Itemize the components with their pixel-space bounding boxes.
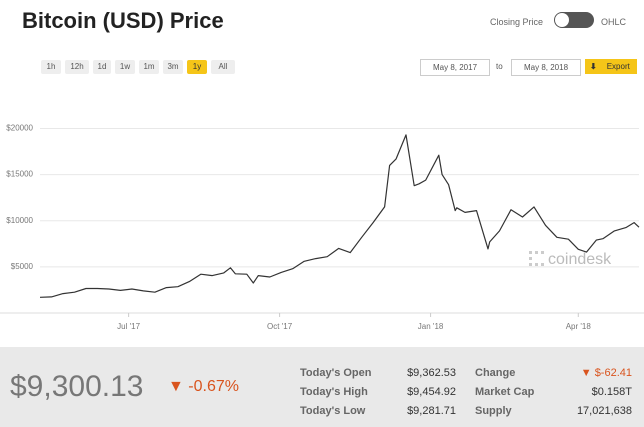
range-button[interactable]: 1y xyxy=(187,60,207,74)
x-tick-label: Apr '18 xyxy=(566,322,592,331)
stat-value: 17,021,638 xyxy=(576,405,632,417)
watermark-text: coindesk xyxy=(548,251,612,268)
stat-label: Today's High xyxy=(300,386,368,398)
stat-value: ▼ $-62.41 xyxy=(580,367,632,379)
range-button[interactable]: 1h xyxy=(41,60,61,74)
x-tick-label: Jan '18 xyxy=(418,322,444,331)
stat-value: $9,362.53 xyxy=(407,367,456,379)
range-button[interactable]: 1d xyxy=(93,60,111,74)
stat-value: $9,281.71 xyxy=(407,405,456,417)
y-tick-label: $10000 xyxy=(6,216,33,225)
watermark xyxy=(529,251,544,266)
stat-value: $9,454.92 xyxy=(407,386,456,398)
title: Bitcoin (USD) Price xyxy=(22,8,224,33)
stats-panel xyxy=(0,347,644,427)
range-button[interactable]: 3m xyxy=(163,60,183,74)
y-tick-label: $5000 xyxy=(11,262,34,271)
price-line xyxy=(39,134,640,298)
stat-label: Supply xyxy=(475,405,512,417)
export-button[interactable]: ⬇ Export xyxy=(585,59,637,74)
price: $9,300.13 xyxy=(10,370,144,403)
stat-label: Today's Open xyxy=(300,367,372,379)
y-tick-label: $20000 xyxy=(6,124,33,133)
x-tick-label: Oct '17 xyxy=(267,322,293,331)
toggle-right[interactable]: OHLC xyxy=(601,17,627,27)
stat-label: Today's Low xyxy=(300,405,366,417)
range-button[interactable]: 1w xyxy=(115,60,135,74)
toggle-switch[interactable] xyxy=(554,12,594,28)
date-from[interactable]: May 8, 2017 xyxy=(420,59,490,76)
x-tick-label: Jul '17 xyxy=(117,322,140,331)
date-to[interactable]: May 8, 2018 xyxy=(511,59,581,76)
range-button[interactable]: 1m xyxy=(139,60,159,74)
price-change: ▼ -0.67% xyxy=(168,378,239,395)
range-button[interactable]: All xyxy=(211,60,235,74)
stat-label: Change xyxy=(475,367,516,379)
range-button[interactable]: 12h xyxy=(65,60,89,74)
y-tick-label: $15000 xyxy=(6,170,33,179)
date-sep: to xyxy=(496,62,503,71)
stat-label: Market Cap xyxy=(475,386,535,398)
toggle-left[interactable]: Closing Price xyxy=(490,17,544,27)
price-change-value: -0.67% xyxy=(188,378,239,395)
export-label: Export xyxy=(606,62,630,71)
stat-value: $0.158T xyxy=(591,386,632,398)
chart: coindesk $5000 $10000 $15000 $20000 Jul '17 O… xyxy=(0,124,644,331)
